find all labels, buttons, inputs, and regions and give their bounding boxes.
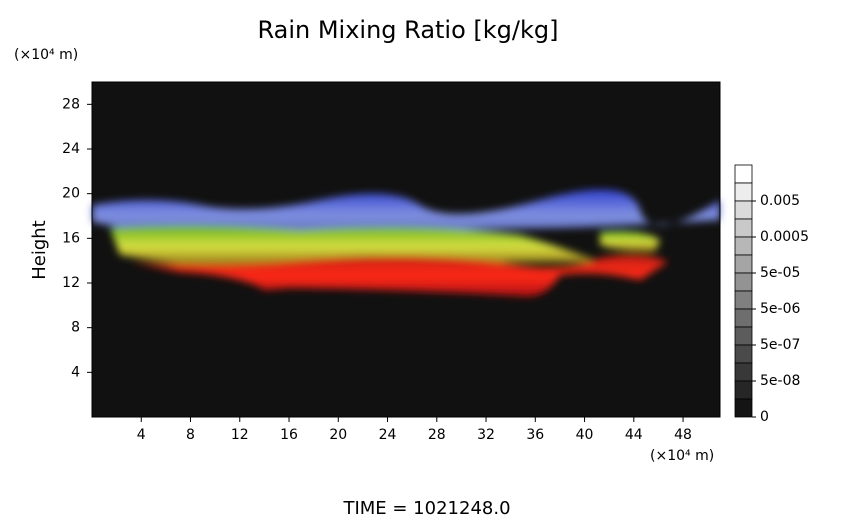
y-tick-label: 28	[62, 96, 80, 112]
colorbar-box	[734, 344, 753, 364]
y-unit: (×10⁴ m)	[14, 47, 78, 63]
colorbar-box	[734, 308, 753, 328]
x-tick-label: 8	[186, 427, 195, 443]
y-tick-label: 8	[71, 320, 80, 336]
colorbar-label: 0	[760, 409, 769, 425]
colorbar-box	[734, 326, 753, 346]
field-green	[110, 225, 600, 268]
x-tick-label: 36	[526, 427, 544, 443]
y-tick-label: 16	[62, 230, 80, 246]
y-tick-label: 20	[62, 186, 80, 202]
colorbar-box	[734, 272, 753, 292]
plot-area	[92, 82, 720, 417]
y-tick-label: 12	[62, 275, 80, 291]
colorbar-label: 5e-06	[760, 301, 800, 317]
chart-title: Rain Mixing Ratio [kg/kg]	[257, 16, 558, 44]
colorbar-label: 5e-05	[760, 265, 800, 281]
colorbar-box	[734, 236, 753, 256]
colorbar-box	[734, 398, 753, 418]
x-tick-label: 48	[674, 427, 692, 443]
y-tick-label: 4	[71, 364, 80, 380]
y-tick-label: 24	[62, 141, 80, 157]
x-tick-label: 16	[280, 427, 298, 443]
colorbar-box	[734, 290, 753, 310]
colorbar-box	[734, 254, 753, 274]
x-tick-label: 32	[477, 427, 495, 443]
x-tick-label: 40	[576, 427, 594, 443]
y-axis-label: Height	[29, 220, 50, 280]
x-tick-label: 24	[379, 427, 397, 443]
colorbar-box	[734, 218, 753, 238]
colorbar-label: 0.0005	[760, 229, 809, 245]
colorbar-box	[734, 362, 753, 382]
colorbar-box	[734, 182, 753, 202]
field-green	[600, 231, 660, 252]
field	[92, 189, 720, 297]
colorbar-box	[734, 380, 753, 400]
footer: TIME = 1021248.0	[342, 498, 510, 519]
plot-frame	[91, 81, 721, 418]
colorbar-label: 5e-07	[760, 337, 800, 353]
field-red	[130, 254, 668, 297]
colorbar-label: 5e-08	[760, 373, 800, 389]
colorbar-box	[734, 200, 753, 220]
x-tick-label: 20	[329, 427, 347, 443]
x-unit: (×10⁴ m)	[650, 448, 714, 464]
colorbar-box	[734, 164, 753, 184]
x-tick-label: 44	[625, 427, 643, 443]
field-blue	[92, 189, 720, 232]
x-tick-label: 4	[137, 427, 146, 443]
x-tick-label: 12	[231, 427, 249, 443]
colorbar-label: 0.005	[760, 193, 800, 209]
x-tick-label: 28	[428, 427, 446, 443]
